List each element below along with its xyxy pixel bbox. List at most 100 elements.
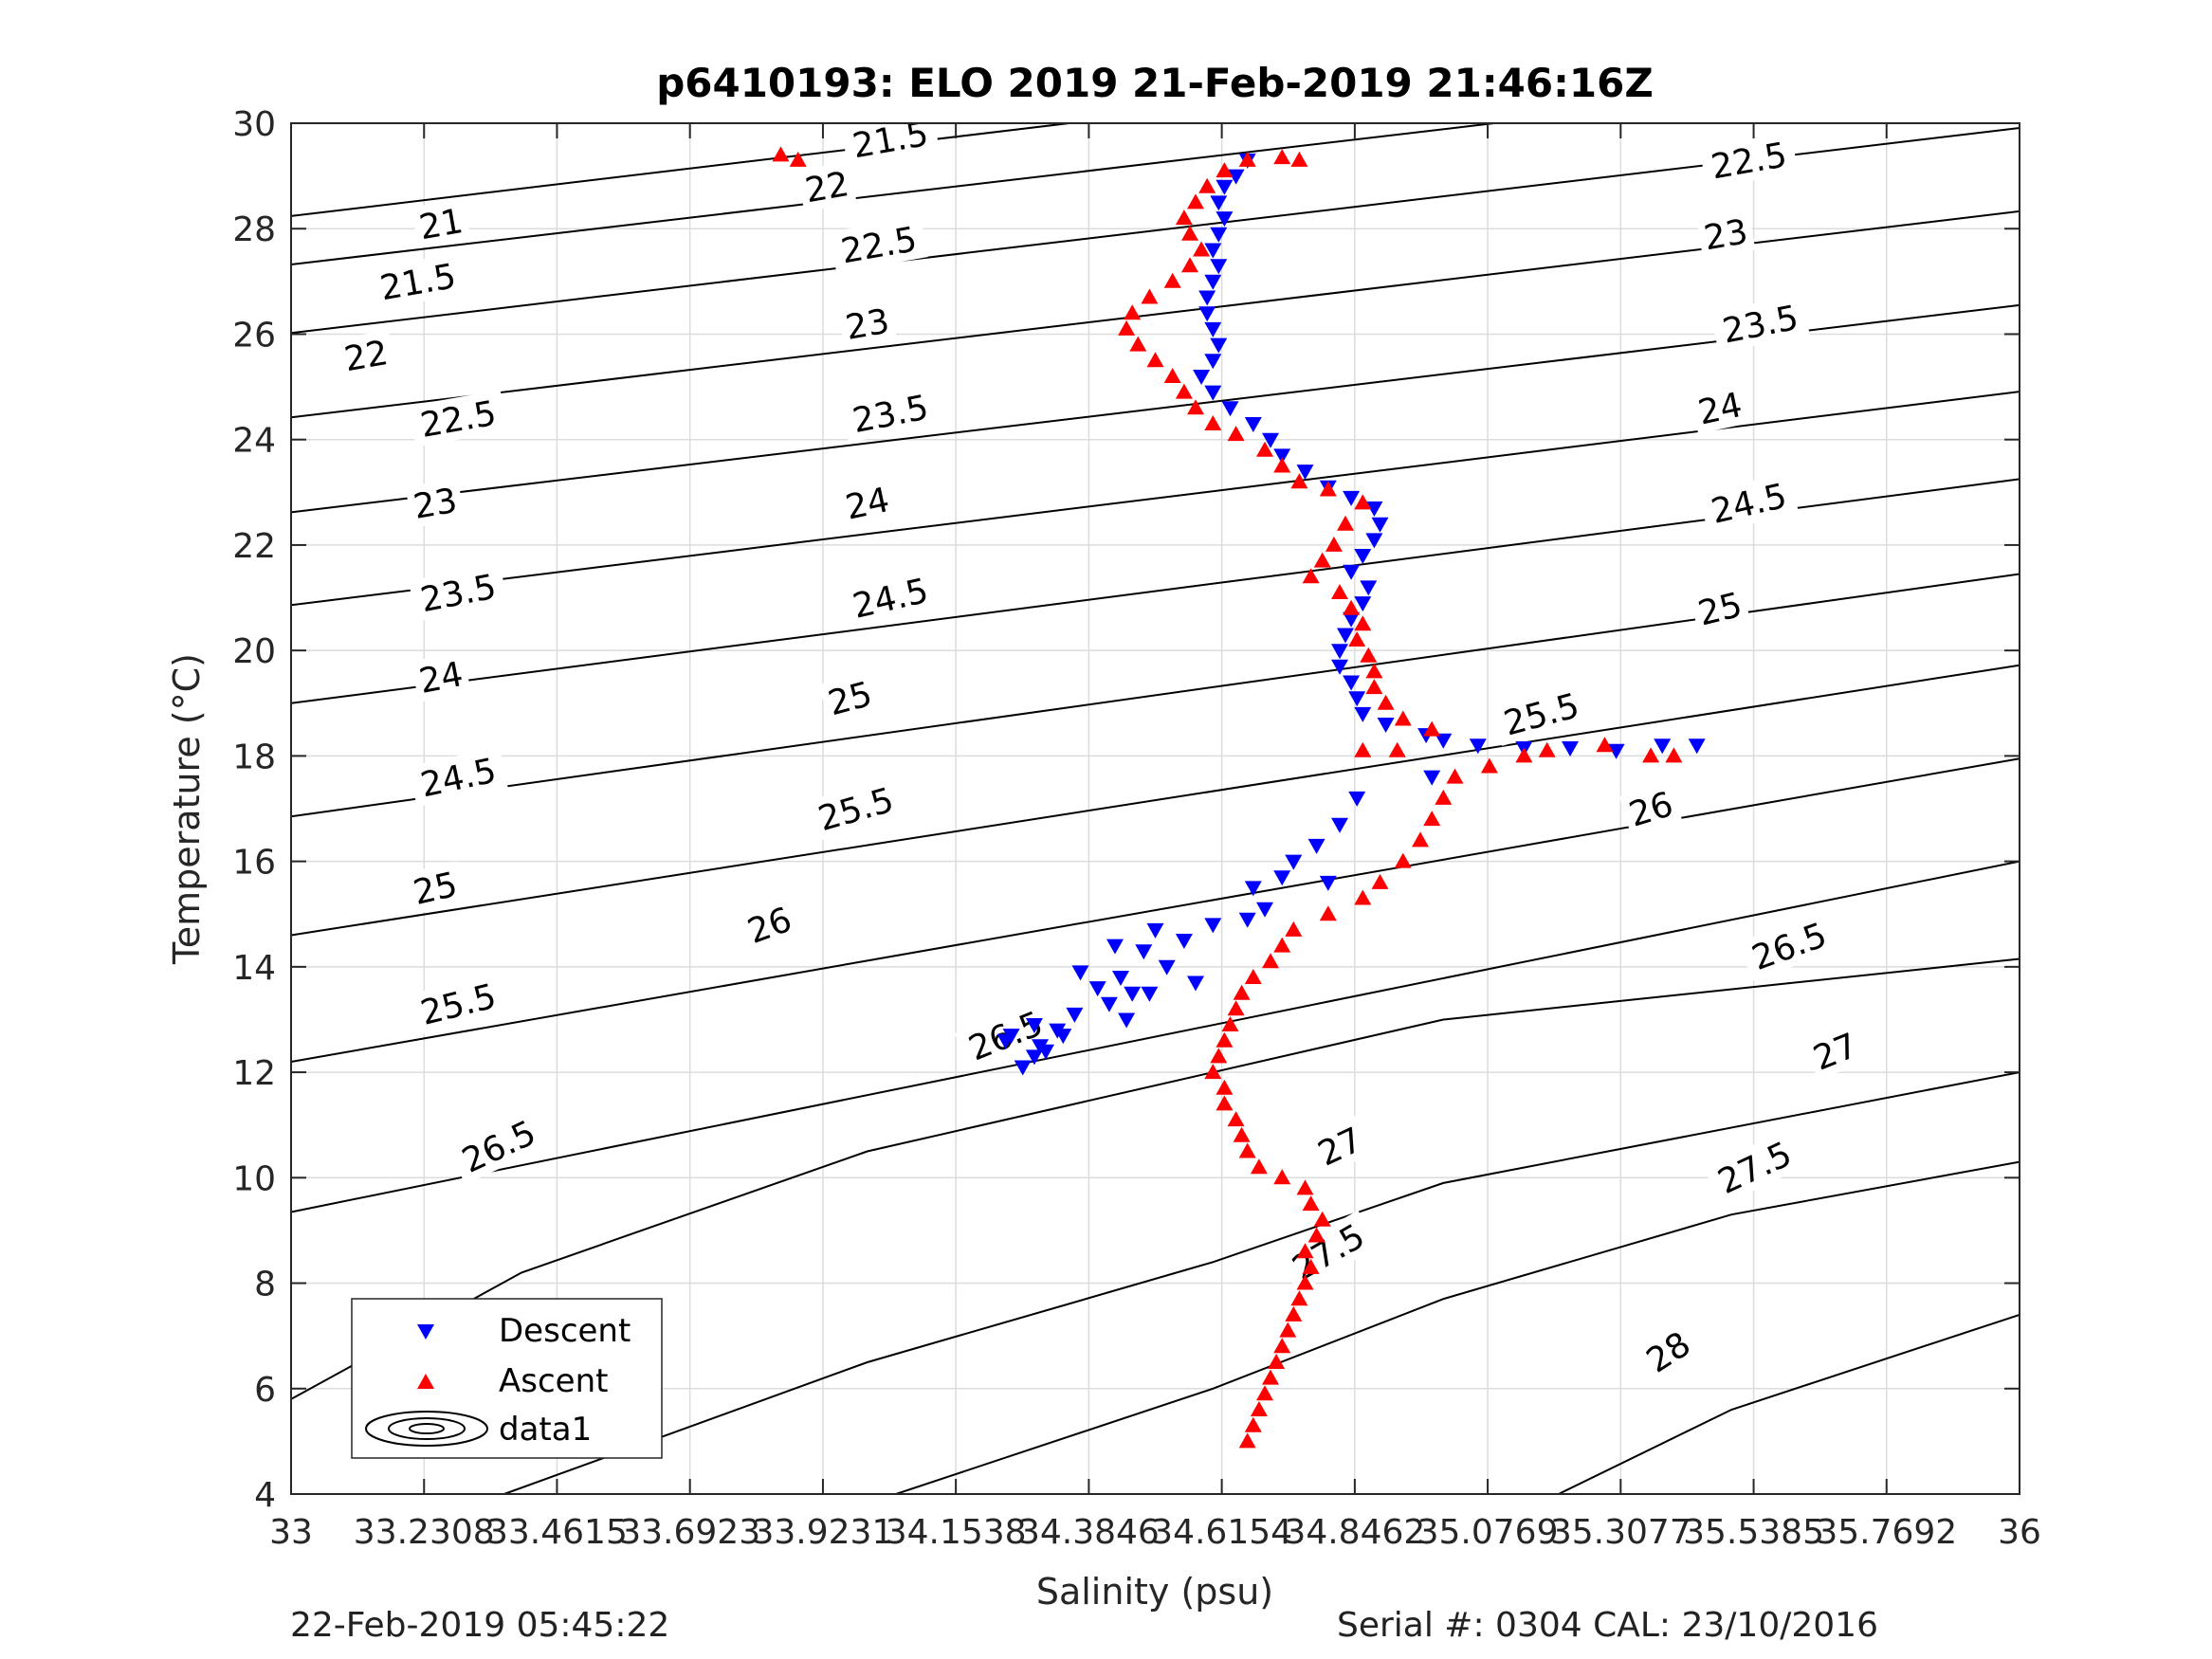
ascent-point [1354,615,1372,631]
ascent-point [1124,304,1142,320]
descent-point [1216,211,1234,228]
x-tick-label: 34.6154 [1151,1513,1292,1552]
descent-point [1469,738,1487,755]
contour-label-bg [1699,131,1799,190]
ascent-point [1377,694,1395,710]
x-tick-label: 33 [269,1513,313,1552]
descent-point [1331,817,1348,833]
chart-title: p6410193: ELO 2019 21-Feb-2019 21:46:16Z [656,60,1654,106]
descent-point [1319,875,1337,891]
contour-label: 22 [336,330,396,381]
contour-label: 23 [1695,209,1756,260]
x-tick-label: 35.3077 [1550,1513,1691,1552]
x-axis-label: Salinity (psu) [1036,1571,1273,1613]
ascent-point [1354,494,1372,510]
ascent-point [1313,552,1331,568]
y-tick-labels: 4 6 8 10 12 14 16 18 20 22 24 26 28 30 [232,105,276,1515]
descent-point [1141,986,1159,1002]
contour-label-bg [818,670,882,725]
contour-label: 21.5 [840,123,941,168]
ascent-point [1175,210,1193,226]
contour-label: 25 [818,670,882,725]
ascent-point [1354,741,1372,757]
contour-line-26 [291,860,2020,1213]
ascent-point [1394,852,1412,868]
contour-label: 23.5 [840,383,941,443]
y-tick-label: 8 [254,1266,276,1304]
ascent-point [1515,747,1533,763]
ascent-point [789,151,807,167]
contour-label-bg [1673,66,1732,117]
y-tick-label: 18 [232,738,276,776]
axis-ticks [290,122,2020,1495]
descent-point [1187,975,1204,992]
descent-point [1354,596,1372,612]
ascent-point [1216,1095,1234,1111]
ascent-point [1163,368,1181,383]
descent-point [1227,169,1245,185]
axes-box [290,122,2020,1495]
ascent-point [1129,336,1147,352]
descent-point [1423,770,1441,786]
descent-point [1337,628,1354,644]
descent-point [1025,1018,1043,1033]
ascent-point [1256,441,1273,457]
ascent-point [1348,631,1366,647]
ascent-point [1204,415,1222,430]
contour-label-bg [840,567,941,629]
ascent-point [1394,710,1412,726]
ascent-point [772,146,790,162]
descent-point [1198,306,1216,322]
ascent-point [1290,473,1308,489]
x-tick-label: 35.0769 [1417,1513,1559,1552]
contour-label-bg [411,651,471,702]
contour-label-text: 24 [416,655,466,702]
contour-label-bg [336,330,396,381]
ascent-point [1250,1158,1268,1175]
contour-label-text: 22 [341,334,391,379]
y-tick-label: 4 [254,1476,276,1515]
descent-point [1158,959,1176,975]
ascent-point [1227,426,1245,442]
ascent-point [1262,953,1279,969]
descent-point [1204,385,1222,401]
contour-label-bg [1695,209,1756,260]
descent-point [1118,1012,1136,1029]
ascent-point [1262,1369,1279,1385]
ascent-point [1665,747,1683,763]
ascent-point [1307,1227,1325,1243]
descent-point [1354,706,1372,722]
ascent-point [1354,889,1372,905]
descent-point [1032,1039,1049,1055]
ascent-point [1337,515,1354,531]
ascent-point [1273,1338,1291,1354]
legend-descent-label: Descent [499,1312,631,1350]
ascent-point [1273,1169,1291,1185]
data-points [772,146,1706,1449]
contour-label-bg [1802,1021,1868,1081]
contour-label: 23 [405,477,466,528]
ascent-point [1273,457,1291,473]
contour-label-text: 23 [843,302,892,348]
contour-label-bg [1690,381,1750,434]
descent-point [1124,986,1142,1002]
ascent-point [1268,1354,1286,1369]
contour-label-bg [1703,1128,1806,1206]
ascent-point [1319,905,1337,921]
ascent-point [1238,151,1256,167]
ascent-point [1216,1031,1234,1048]
series-ascent [772,146,1683,1449]
descent-point [1343,490,1361,506]
descent-point [1435,733,1453,749]
ascent-point [1163,272,1181,288]
contour-label-text: 24 [842,481,892,528]
descent-point [1135,944,1153,960]
descent-point [1262,432,1279,448]
footer-timestamp: 22-Feb-2019 05:45:22 [290,1606,670,1645]
descent-point [1221,401,1239,417]
ascent-point [1596,737,1614,753]
descent-point [1343,564,1361,580]
ascent-point [1141,288,1159,304]
descent-point [1210,259,1228,275]
legend-descent-marker [417,1324,434,1340]
